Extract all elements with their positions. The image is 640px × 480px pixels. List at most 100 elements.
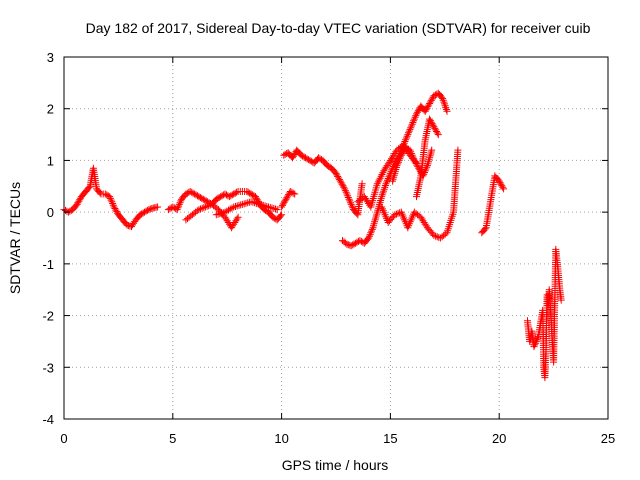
data-point [334,173,342,180]
data-point [498,182,506,190]
data-point [397,153,405,161]
data-point [454,146,462,154]
data-point [325,163,333,170]
data-point [368,225,376,233]
data-point [430,92,438,100]
data-point [341,239,349,247]
data-point [279,201,286,209]
data-point [442,106,450,113]
data-point [421,107,429,115]
data-point [108,198,116,206]
data-point [233,188,241,196]
data-point [427,96,435,104]
data-point [219,209,227,217]
data-point [289,189,297,197]
data-point [341,185,349,193]
data-point [231,189,239,197]
data-point [378,193,386,201]
data-point [435,233,443,241]
data-point [189,189,197,197]
data-point [358,180,366,188]
data-points [60,89,565,382]
data-point [232,203,239,210]
data-point [410,115,418,123]
data-point [196,194,204,201]
data-point [106,193,114,201]
data-point [380,185,388,193]
data-point [107,196,115,204]
data-point [407,124,415,132]
data-point [441,102,449,110]
data-point [428,146,436,154]
data-point [379,189,387,197]
data-point [101,190,109,198]
data-point [407,122,415,130]
data-point [197,205,204,213]
data-point [405,127,413,135]
data-point [111,205,119,212]
x-tick-label: 5 [169,431,176,446]
data-point [365,232,373,240]
data-point [339,182,347,190]
data-point [380,187,388,195]
data-point [164,206,172,214]
data-point [96,189,104,197]
data-point [411,113,419,121]
data-point [345,195,353,203]
data-point [199,195,207,203]
data-point [103,191,111,199]
data-point [280,198,288,206]
data-point [426,117,434,125]
data-point [192,191,200,199]
data-point [402,134,410,142]
data-point [143,206,151,214]
data-point [323,162,331,170]
data-point [414,107,422,115]
data-point [422,165,430,173]
data-point [382,180,390,188]
data-point [112,206,120,214]
data-point [176,199,184,207]
data-point [215,194,223,201]
data-point [214,194,222,202]
data-point [333,171,341,179]
data-point [384,175,392,182]
data-point [433,128,440,135]
data-point [315,154,323,162]
data-point [440,98,448,106]
data-point [399,148,407,156]
data-point [500,185,508,193]
data-point [272,205,279,213]
data-point [290,151,298,159]
data-point [136,211,144,219]
data-point [228,191,236,199]
data-point [377,172,385,180]
data-point [200,204,208,212]
data-point [299,152,307,160]
data-point [106,194,114,202]
data-point [403,144,411,152]
data-point [338,180,346,188]
data-point [403,132,411,140]
data-point [409,153,417,161]
data-point [557,296,565,304]
data-point [139,209,147,217]
data-point [341,187,349,195]
data-point [198,194,206,202]
data-point [402,136,410,144]
data-point [348,202,356,210]
data-point [531,341,539,349]
data-point [177,197,185,205]
data-point [284,192,292,200]
data-point [347,200,355,208]
data-point [421,169,428,176]
data-point [429,121,437,129]
y-tick-label: -4 [42,412,54,427]
data-point [198,204,206,212]
data-point [356,237,364,245]
x-tick-label: 25 [601,431,615,446]
data-point [75,197,83,205]
data-point [246,189,254,197]
data-point [346,197,354,205]
data-point [138,210,146,218]
